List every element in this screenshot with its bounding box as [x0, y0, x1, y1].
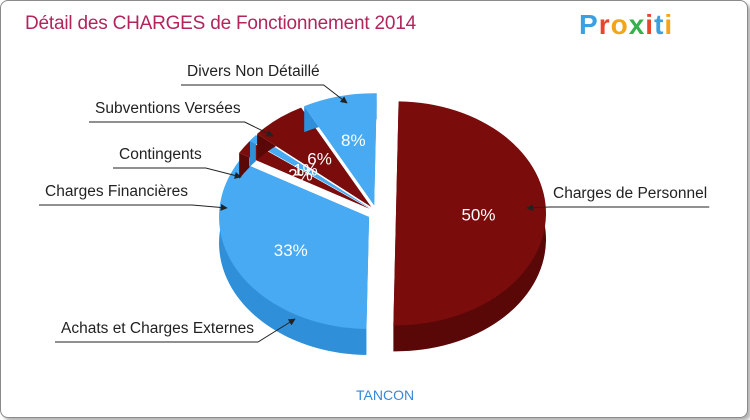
logo-letter: i [645, 9, 655, 40]
label-leader-line [181, 84, 348, 104]
commune-caption: TANCON [356, 387, 415, 403]
slice-category-label: Achats et Charges Externes [61, 320, 254, 337]
chart-title: Détail des CHARGES de Fonctionnement 201… [25, 13, 417, 34]
label-leader-line [113, 167, 242, 179]
pie-slice [393, 101, 546, 326]
label-leader-line [39, 203, 228, 211]
slice-percent-label: 33% [274, 241, 308, 260]
label-leader-line [526, 204, 710, 212]
slice-percent-label: 1% [293, 160, 318, 179]
slice-percent-label: 6% [307, 150, 332, 169]
pie-slice [257, 107, 372, 207]
slice-category-label: Subventions Versées [95, 100, 241, 117]
slice-percent-label: 2% [288, 166, 313, 185]
slice-category-label: Charges Financières [45, 183, 188, 200]
slice-category-label: Contingents [119, 146, 202, 163]
slice-category-label: Charges de Personnel [553, 185, 707, 202]
slice-percent-label: 8% [341, 131, 366, 150]
pie-slice [304, 93, 377, 206]
slice-category-label: Divers Non Détaillé [187, 63, 320, 80]
pie-slice [239, 141, 370, 209]
logo-letter: r [598, 9, 611, 40]
logo-letter: t [654, 9, 665, 40]
label-leader-line [89, 121, 274, 137]
pie-slice [249, 135, 370, 208]
logo-letter: P [579, 9, 599, 40]
label-leader-line [55, 318, 296, 343]
logo-letter: o [610, 9, 629, 40]
proxiti-logo: Proxiti [579, 9, 673, 41]
pie-slice [219, 161, 370, 329]
logo-letter: i [664, 9, 674, 40]
logo-letter: x [628, 9, 646, 40]
slice-percent-label: 50% [461, 205, 495, 224]
